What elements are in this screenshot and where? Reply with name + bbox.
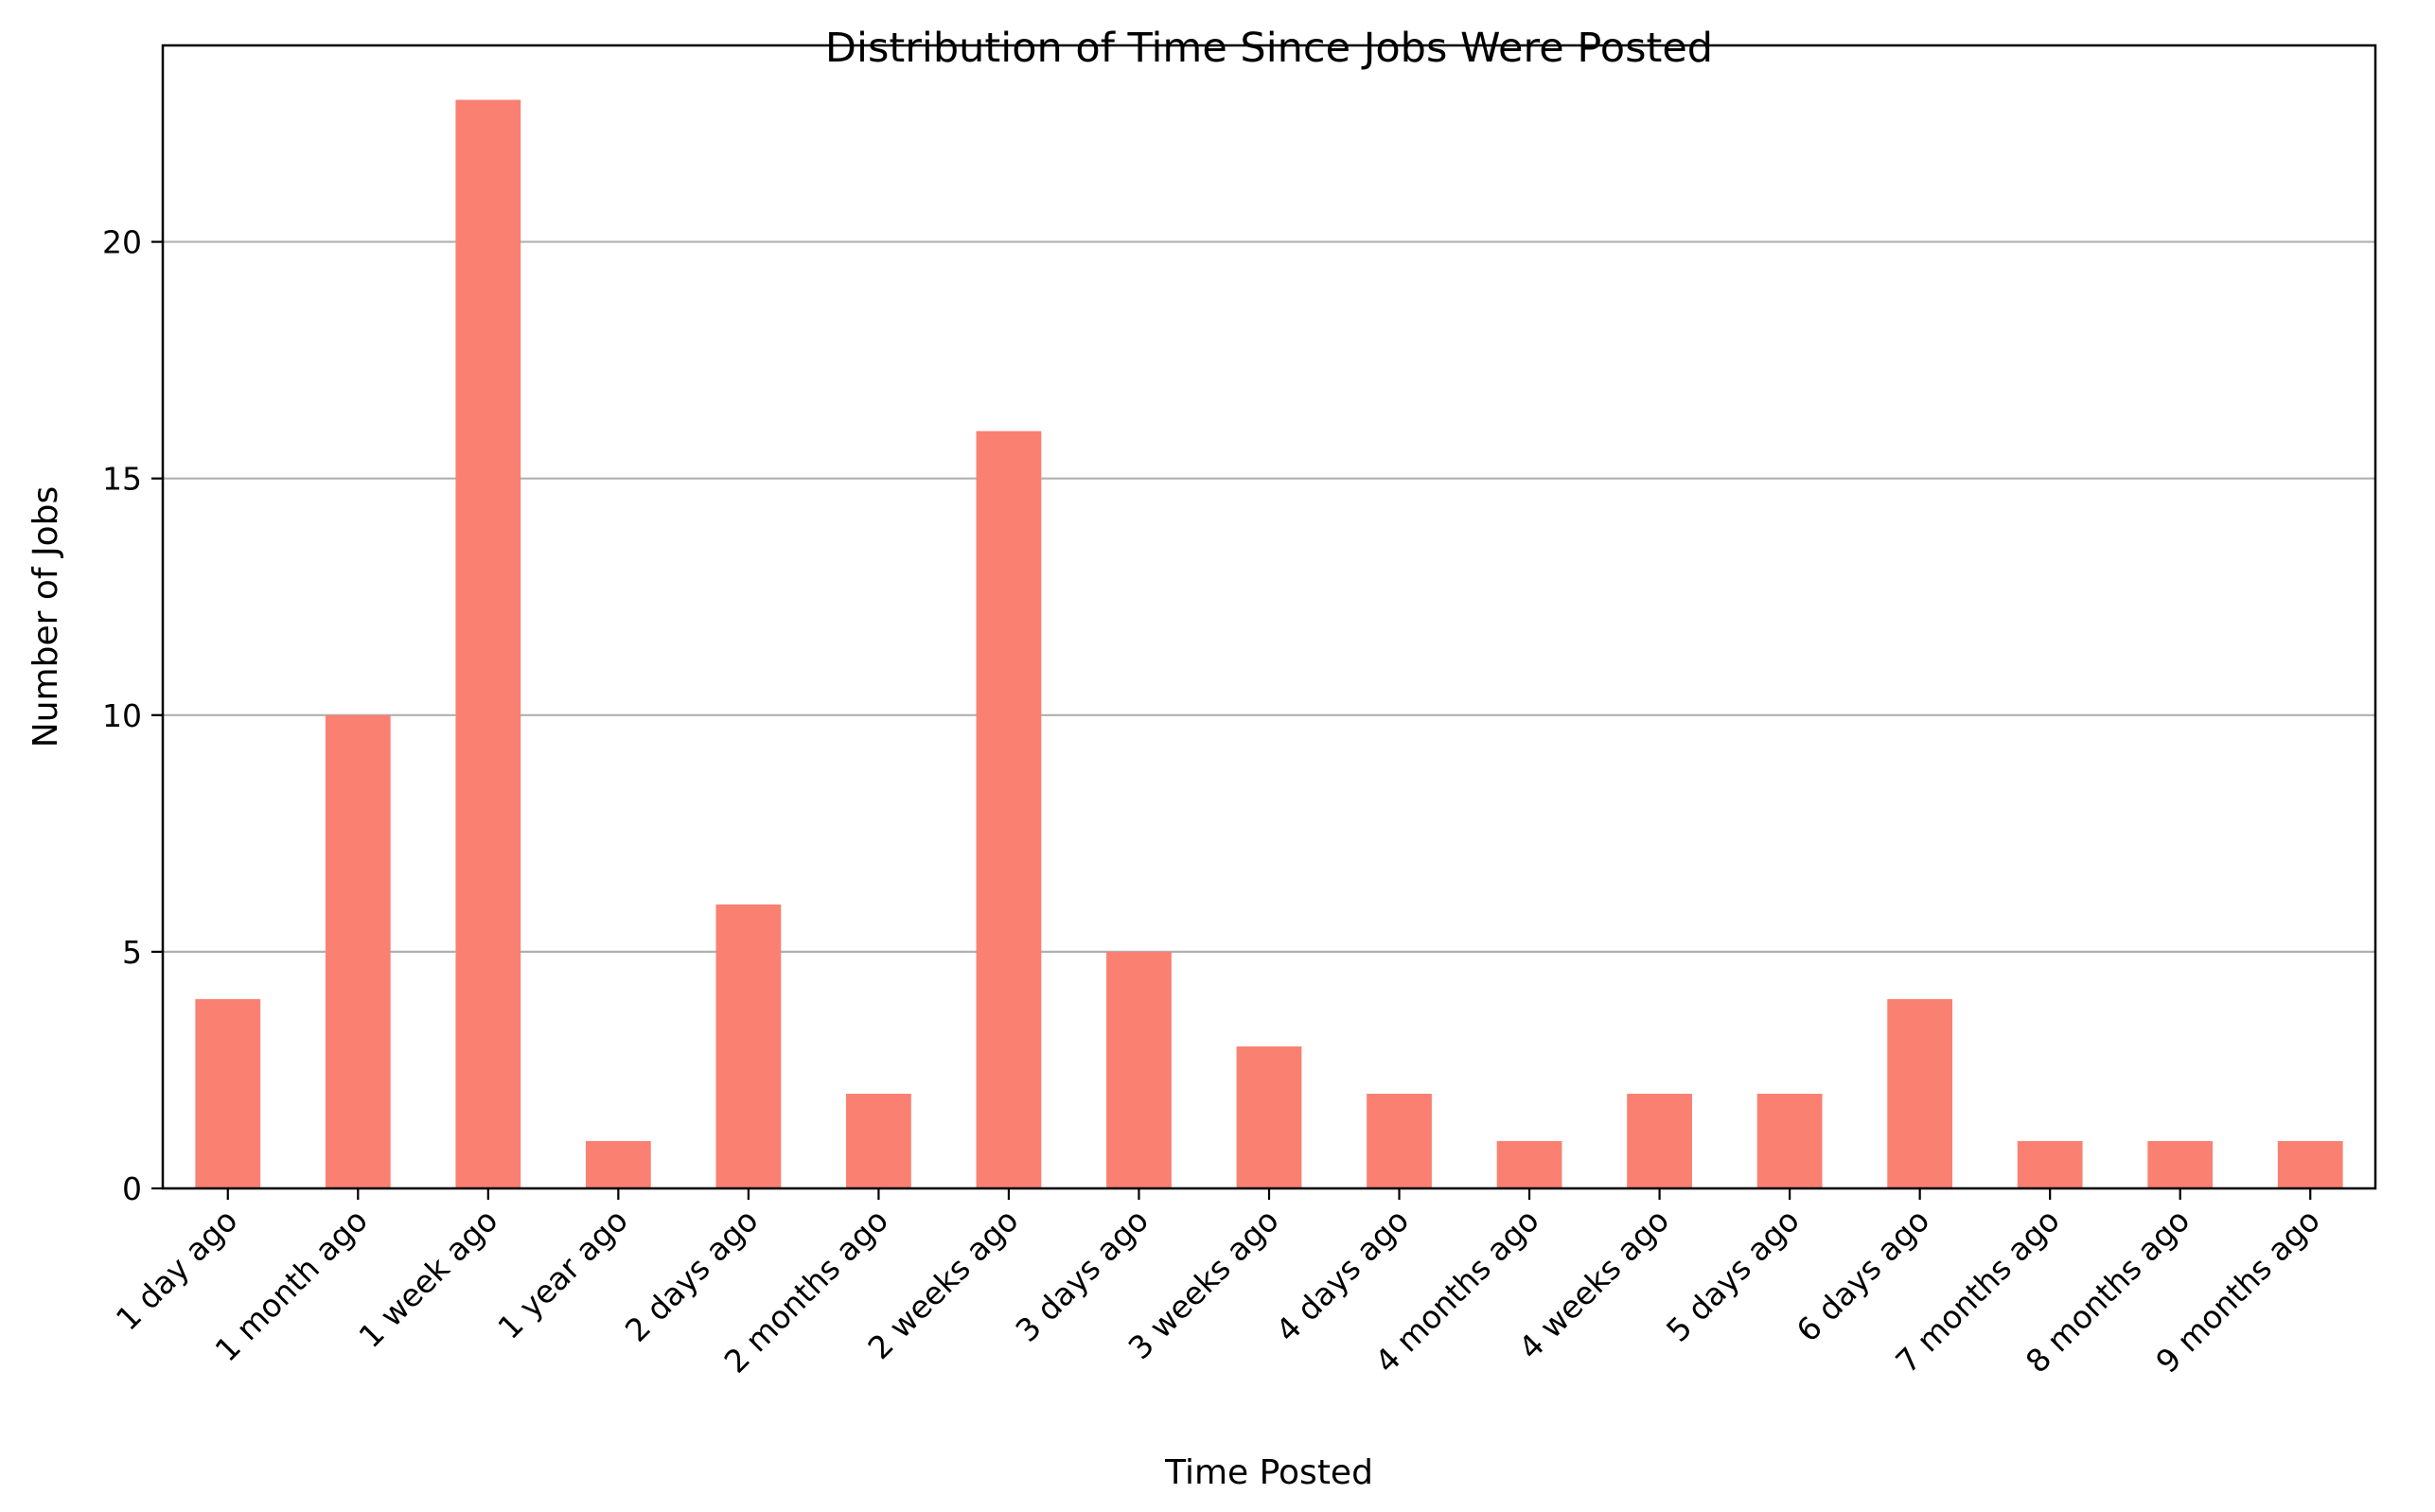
- y-tick-label: 20: [102, 224, 142, 261]
- x-tick-label: 1 week ago: [352, 1202, 505, 1355]
- bar: [2147, 1140, 2214, 1188]
- y-axis-label: Number of Jobs: [26, 486, 65, 747]
- bar: [1236, 1046, 1302, 1188]
- bar: [715, 904, 782, 1188]
- bar: [195, 998, 261, 1188]
- bar: [585, 1140, 651, 1188]
- x-tick-label: 5 days ago: [1659, 1202, 1807, 1349]
- chart-title: Distribution of Time Since Jobs Were Pos…: [825, 25, 1713, 72]
- bar: [1106, 951, 1172, 1188]
- bar: [846, 1093, 911, 1188]
- x-axis-label: Time Posted: [1164, 1453, 1373, 1492]
- bar: [2017, 1140, 2083, 1188]
- bar: [1887, 998, 1953, 1188]
- bar: [976, 431, 1042, 1189]
- bars: [195, 99, 2343, 1189]
- y-tick-label: 0: [122, 1170, 142, 1207]
- y-tick-label: 10: [102, 697, 142, 734]
- y-tick-label: 5: [122, 934, 142, 971]
- bar: [1367, 1093, 1432, 1188]
- bar: [1756, 1093, 1823, 1188]
- bar: [1496, 1140, 1562, 1188]
- bar: [1627, 1093, 1692, 1188]
- y-tick-label: 15: [102, 461, 142, 498]
- bar: [325, 714, 391, 1188]
- bar: [2277, 1140, 2343, 1188]
- x-tick-label: 1 day ago: [109, 1202, 245, 1338]
- y-ticks: 0 5 10 15 20: [102, 224, 163, 1207]
- x-tick-label: 1 year ago: [490, 1202, 635, 1346]
- bar: [455, 99, 521, 1189]
